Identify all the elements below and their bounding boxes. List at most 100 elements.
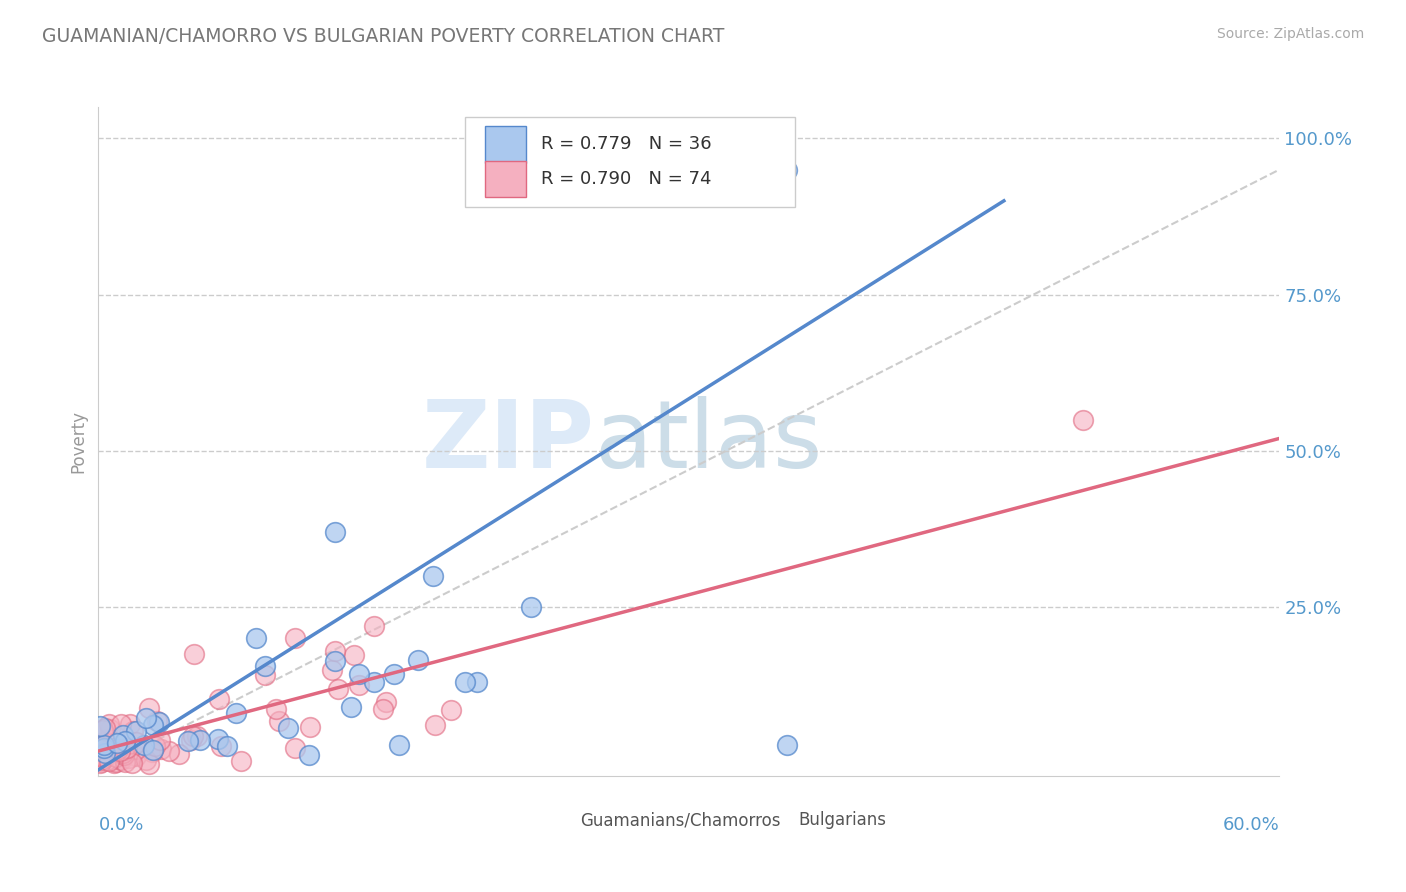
Point [90, 747, 112, 762]
Text: Bulgarians: Bulgarians [799, 811, 887, 830]
Bar [485, 161, 526, 197]
Point [188, 732, 211, 747]
Point [118, 717, 141, 731]
Point [89, 756, 111, 771]
Point [90, 755, 112, 769]
Point [225, 706, 247, 721]
Point [776, 738, 799, 752]
Point [149, 733, 172, 747]
Point [93, 747, 115, 761]
FancyBboxPatch shape [464, 117, 796, 208]
Bar [547, 807, 574, 833]
Text: R = 0.779   N = 36: R = 0.779 N = 36 [541, 135, 711, 153]
Point [112, 747, 135, 762]
Point [103, 756, 125, 771]
Text: Source: ZipAtlas.com: Source: ZipAtlas.com [1216, 27, 1364, 41]
Point [299, 720, 322, 734]
Point [141, 745, 163, 759]
Point [110, 753, 132, 767]
Point [108, 744, 131, 758]
Point [157, 744, 180, 758]
Point [118, 751, 141, 765]
Point [323, 525, 346, 540]
Point [298, 747, 321, 762]
Point [284, 632, 307, 646]
Point [93, 740, 115, 755]
Point [93, 738, 115, 752]
Point [98, 717, 121, 731]
Point [110, 717, 132, 731]
Point [343, 648, 366, 663]
Point [215, 739, 238, 753]
Point [231, 755, 253, 769]
Point [114, 756, 136, 770]
Point [363, 674, 385, 689]
Point [143, 739, 166, 753]
Point [138, 756, 160, 771]
Point [422, 569, 444, 583]
Point [323, 644, 346, 658]
Point [112, 743, 135, 757]
Point [347, 667, 370, 681]
Point [180, 733, 202, 747]
Point [94, 721, 117, 735]
Point [90, 753, 112, 767]
Point [253, 659, 276, 673]
Point [181, 730, 204, 744]
Point [105, 736, 128, 750]
Point [114, 733, 136, 747]
Point [371, 702, 394, 716]
Point [382, 667, 405, 681]
Point [208, 691, 231, 706]
Point [91, 747, 114, 762]
Point [177, 734, 200, 748]
Point [122, 723, 145, 738]
Text: atlas: atlas [595, 395, 823, 488]
Point [207, 731, 229, 746]
Point [138, 701, 160, 715]
Point [148, 714, 170, 729]
Point [169, 747, 191, 761]
Point [323, 654, 346, 668]
Point [440, 703, 463, 717]
Point [408, 653, 430, 667]
Point [321, 664, 343, 678]
Point [110, 751, 132, 765]
Text: ZIP: ZIP [422, 395, 595, 488]
Point [125, 723, 148, 738]
Bar [766, 807, 792, 833]
Point [121, 756, 143, 771]
Text: Guamanians/Chamorros: Guamanians/Chamorros [581, 811, 780, 830]
Point [93, 751, 115, 765]
Point [1071, 412, 1094, 426]
Point [98, 723, 121, 737]
Point [124, 749, 146, 764]
Point [264, 701, 287, 715]
Point [375, 695, 398, 709]
Point [107, 742, 129, 756]
Point [326, 681, 349, 696]
Point [125, 742, 148, 756]
Point [245, 632, 267, 646]
Point [96, 753, 118, 767]
Point [101, 745, 124, 759]
Point [105, 736, 128, 750]
Point [105, 755, 128, 769]
Point [269, 714, 291, 728]
Point [132, 738, 155, 752]
Point [142, 743, 165, 757]
Point [91, 723, 114, 738]
Point [284, 740, 307, 755]
Point [94, 743, 117, 757]
Bar [485, 126, 526, 162]
Point [135, 711, 157, 725]
Point [89, 749, 111, 764]
Point [209, 739, 232, 753]
Text: GUAMANIAN/CHAMORRO VS BULGARIAN POVERTY CORRELATION CHART: GUAMANIAN/CHAMORRO VS BULGARIAN POVERTY … [42, 27, 724, 45]
Text: R = 0.790   N = 74: R = 0.790 N = 74 [541, 169, 711, 187]
Point [135, 753, 157, 767]
Point [111, 746, 134, 760]
Point [112, 728, 135, 742]
Text: 60.0%: 60.0% [1223, 816, 1279, 834]
Point [104, 750, 127, 764]
